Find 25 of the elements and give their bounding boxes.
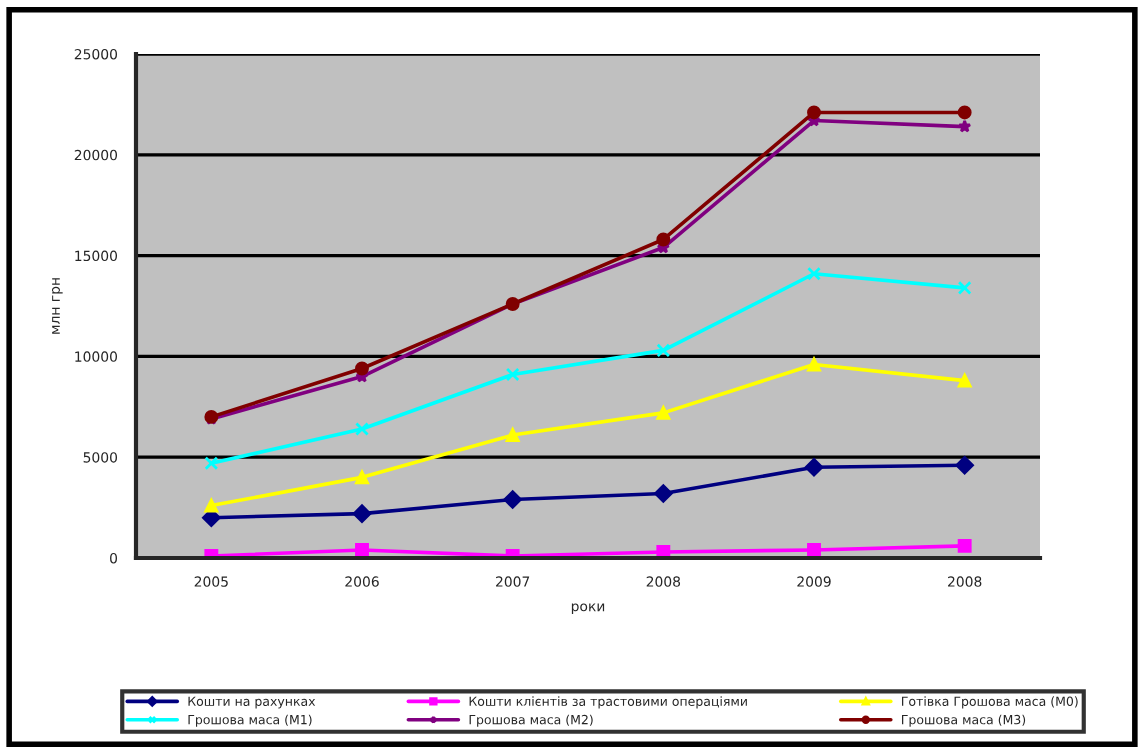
point xyxy=(503,490,522,509)
point xyxy=(656,343,671,358)
point xyxy=(804,458,824,477)
point xyxy=(204,498,219,513)
point xyxy=(654,484,673,503)
point xyxy=(807,357,821,372)
point xyxy=(355,361,369,376)
point xyxy=(355,542,369,557)
point xyxy=(656,405,671,420)
point xyxy=(656,232,671,247)
point xyxy=(807,105,821,120)
point xyxy=(505,367,520,382)
point xyxy=(352,504,372,523)
point xyxy=(957,280,972,295)
point xyxy=(204,456,219,471)
point xyxy=(957,373,972,388)
point xyxy=(355,470,369,485)
point xyxy=(957,119,972,133)
point xyxy=(807,266,821,281)
point xyxy=(957,538,972,553)
point xyxy=(955,456,974,475)
point xyxy=(505,428,520,442)
point xyxy=(807,542,821,557)
point xyxy=(957,105,972,120)
point xyxy=(355,422,369,436)
